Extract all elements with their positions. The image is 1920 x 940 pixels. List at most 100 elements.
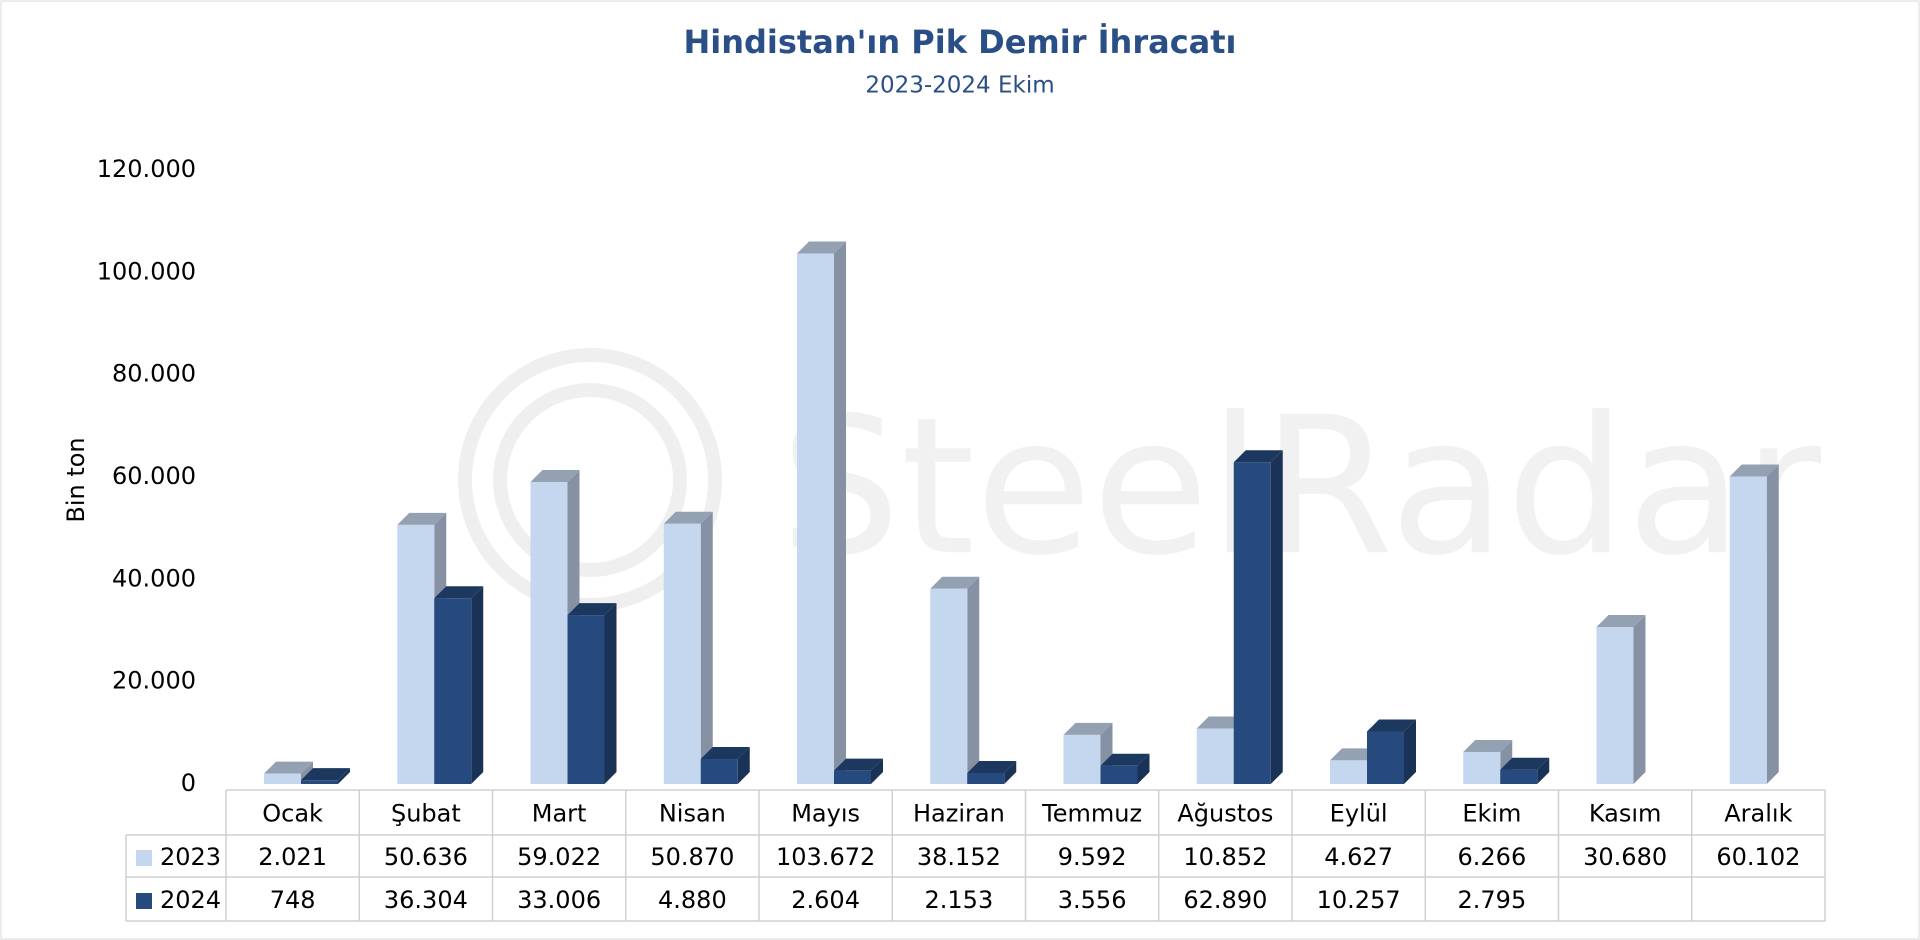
legend-label: 2023 <box>160 843 221 871</box>
bar <box>264 773 301 784</box>
bar <box>1330 760 1367 784</box>
y-tick-label: 120.000 <box>97 155 196 183</box>
bar-top <box>1196 716 1246 729</box>
bar-side <box>871 758 883 784</box>
chart-title: Hindistan'ın Pik Demir İhracatı <box>683 23 1236 61</box>
table-value: 50.636 <box>384 843 468 871</box>
y-tick-label: 80.000 <box>112 360 196 388</box>
bar-top <box>1729 464 1779 477</box>
bar <box>567 615 605 784</box>
y-tick-label: 100.000 <box>97 257 196 285</box>
bar <box>530 482 568 784</box>
bar <box>1233 462 1271 784</box>
bar <box>301 780 338 784</box>
bar-top <box>1596 615 1646 628</box>
bar-side <box>737 747 750 784</box>
bar-side <box>967 576 980 784</box>
bar-top <box>1233 450 1283 463</box>
bar <box>967 772 1005 784</box>
bar <box>797 253 834 785</box>
bar-top <box>1500 757 1550 770</box>
table-value: 36.304 <box>384 886 468 914</box>
table-value: 2.795 <box>1458 886 1527 914</box>
x-tick-label: Ağustos <box>1177 800 1273 828</box>
bar-side <box>700 511 713 784</box>
bar-side <box>1004 760 1017 784</box>
table-value: 30.680 <box>1583 843 1667 871</box>
bar-side <box>1270 450 1283 784</box>
bar <box>834 770 871 784</box>
bar <box>700 759 738 784</box>
table-value: 10.257 <box>1317 886 1401 914</box>
table-value: 59.022 <box>517 843 601 871</box>
legend-swatch <box>136 850 152 866</box>
watermark: SteelRadar <box>780 376 1822 597</box>
y-tick-label: 0 <box>181 769 196 797</box>
bar-side <box>338 768 350 784</box>
table-value: 38.152 <box>917 843 1001 871</box>
bar-top <box>967 760 1017 773</box>
x-tick-label: Kasım <box>1589 800 1662 828</box>
bar <box>1063 734 1101 784</box>
table-value: 10.852 <box>1183 843 1267 871</box>
bar <box>1100 765 1138 784</box>
table-value: 4.880 <box>658 886 727 914</box>
x-tick-label: Ocak <box>262 800 323 828</box>
bar-side <box>1766 464 1779 784</box>
bar-top <box>930 576 980 589</box>
x-tick-label: Nisan <box>659 800 726 828</box>
y-tick-label: 60.000 <box>112 462 196 490</box>
table-value: 103.672 <box>776 843 875 871</box>
bar-top <box>1463 739 1513 752</box>
x-tick-label: Eylül <box>1330 800 1388 828</box>
bar <box>1463 751 1501 784</box>
bar-top <box>1367 719 1416 732</box>
bar <box>663 523 701 784</box>
bar <box>397 524 435 784</box>
bar <box>1196 728 1234 784</box>
bar <box>1596 627 1634 784</box>
bar-top <box>663 511 713 524</box>
bar <box>930 588 968 784</box>
bar-top <box>264 761 313 774</box>
y-tick-label: 20.000 <box>112 667 196 695</box>
legend-label: 2024 <box>160 886 221 914</box>
x-tick-label: Mayıs <box>791 800 860 828</box>
bar-top <box>797 241 846 254</box>
bar-top <box>700 747 750 760</box>
x-tick-label: Temmuz <box>1041 800 1142 828</box>
bar <box>434 598 472 784</box>
bar-side <box>604 603 617 784</box>
bar-top <box>1063 722 1113 735</box>
x-tick-label: Haziran <box>913 800 1005 828</box>
bar-top <box>434 586 484 599</box>
bar-top <box>397 512 447 525</box>
bar <box>1729 476 1767 784</box>
table-value: 3.556 <box>1058 886 1127 914</box>
bar-top <box>567 603 617 616</box>
bar-side <box>1137 753 1150 784</box>
table-value: 50.870 <box>650 843 734 871</box>
bar-top <box>530 470 580 483</box>
bar <box>1367 731 1404 784</box>
y-tick-label: 40.000 <box>112 564 196 592</box>
table-value: 2.021 <box>258 843 327 871</box>
bar-side <box>1404 719 1416 784</box>
table-value: 33.006 <box>517 886 601 914</box>
bar-top <box>834 758 883 771</box>
table-value: 6.266 <box>1458 843 1527 871</box>
legend-swatch <box>136 893 152 909</box>
x-tick-label: Aralık <box>1724 800 1792 828</box>
x-tick-label: Mart <box>532 800 587 828</box>
bar-top <box>1100 753 1150 766</box>
bar-side <box>1633 615 1646 784</box>
bar-top <box>301 768 350 781</box>
table-value: 748 <box>270 886 316 914</box>
bar-top <box>1330 748 1379 761</box>
table-value: 4.627 <box>1324 843 1393 871</box>
table-value: 2.604 <box>791 886 860 914</box>
bar-side <box>834 241 846 785</box>
chart-subtitle: 2023-2024 Ekim <box>865 73 1054 99</box>
table-value: 62.890 <box>1183 886 1267 914</box>
